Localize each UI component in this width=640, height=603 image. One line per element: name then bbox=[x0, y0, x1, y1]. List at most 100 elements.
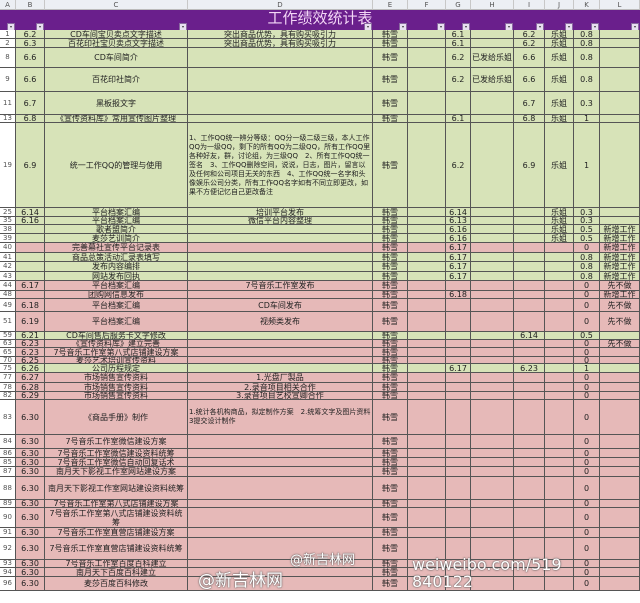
row-number[interactable]: 59 bbox=[0, 332, 16, 340]
cell-e[interactable]: 韩雪 bbox=[373, 208, 408, 217]
cell-g[interactable] bbox=[446, 392, 471, 400]
cell-i[interactable]: 6.2 bbox=[514, 30, 545, 39]
cell-c[interactable]: CD车间宝贝卖点文字描述 bbox=[45, 30, 188, 39]
cell-e[interactable]: 韩雪 bbox=[373, 30, 408, 39]
cell-g[interactable]: 6.1 bbox=[446, 30, 471, 39]
cell-b[interactable]: 6.18 bbox=[16, 299, 45, 312]
cell-e[interactable]: 韩雪 bbox=[373, 357, 408, 364]
cell-c[interactable]: 平台档案汇编 bbox=[45, 281, 188, 291]
cell-k[interactable]: 0.3 bbox=[574, 217, 600, 225]
row-number[interactable]: 13 bbox=[0, 115, 16, 123]
cell-l[interactable] bbox=[600, 68, 640, 92]
cell-h[interactable] bbox=[471, 467, 514, 477]
cell-c[interactable]: 南月天下影视工作室网站建设方案 bbox=[45, 467, 188, 477]
cell-c[interactable]: 7号音乐工作室直营店铺建设资料统筹 bbox=[45, 538, 188, 560]
cell-k[interactable]: 0 bbox=[574, 538, 600, 560]
cell-j[interactable] bbox=[545, 383, 574, 392]
cell-e[interactable]: 韩雪 bbox=[373, 467, 408, 477]
cell-j[interactable] bbox=[545, 364, 574, 373]
cell-g[interactable] bbox=[446, 312, 471, 332]
cell-g[interactable] bbox=[446, 348, 471, 357]
cell-j[interactable] bbox=[545, 373, 574, 383]
cell-d[interactable] bbox=[188, 115, 373, 123]
cell-c[interactable]: 麦莎百度百科修改 bbox=[45, 577, 188, 591]
column-header[interactable]: C bbox=[45, 0, 188, 10]
cell-d[interactable]: 1、工作QQ统一辨分等级：QQ分一级二级三级，本人工作QQ为一级QQ，剩下的所有… bbox=[188, 123, 373, 208]
cell-b[interactable]: 6.9 bbox=[16, 123, 45, 208]
cell-b[interactable] bbox=[16, 243, 45, 253]
cell-e[interactable]: 韩雪 bbox=[373, 243, 408, 253]
cell-i[interactable] bbox=[514, 467, 545, 477]
cell-c[interactable]: CD车间售后服务卡文字修改 bbox=[45, 332, 188, 340]
row-number[interactable]: 39 bbox=[0, 234, 16, 243]
cell-e[interactable]: 韩雪 bbox=[373, 508, 408, 528]
cell-l[interactable] bbox=[600, 500, 640, 508]
cell-c[interactable]: 商品总策活动汇录表填写 bbox=[45, 253, 188, 262]
cell-l[interactable]: 新增工作 bbox=[600, 272, 640, 281]
cell-e[interactable]: 韩雪 bbox=[373, 458, 408, 467]
row-number[interactable]: 63 bbox=[0, 340, 16, 348]
cell-c[interactable]: 歌者盟简介 bbox=[45, 225, 188, 234]
cell-h[interactable] bbox=[471, 208, 514, 217]
cell-l[interactable] bbox=[600, 92, 640, 115]
cell-i[interactable] bbox=[514, 392, 545, 400]
cell-l[interactable] bbox=[600, 560, 640, 568]
cell-g[interactable] bbox=[446, 477, 471, 500]
row-number[interactable]: 75 bbox=[0, 364, 16, 373]
cell-d[interactable] bbox=[188, 48, 373, 68]
cell-g[interactable]: 6.17 bbox=[446, 364, 471, 373]
row-number[interactable]: 78 bbox=[0, 383, 16, 392]
cell-d[interactable] bbox=[188, 528, 373, 538]
cell-i[interactable]: 6.2 bbox=[514, 39, 545, 48]
row-number[interactable]: 38 bbox=[0, 225, 16, 234]
cell-f[interactable] bbox=[408, 225, 446, 234]
cell-f[interactable] bbox=[408, 68, 446, 92]
cell-c[interactable]: 平台档案汇编 bbox=[45, 312, 188, 332]
row-number[interactable]: 19 bbox=[0, 123, 16, 208]
cell-f[interactable] bbox=[408, 272, 446, 281]
cell-j[interactable]: 乐姐 bbox=[545, 234, 574, 243]
row-number[interactable]: 65 bbox=[0, 348, 16, 357]
cell-h[interactable] bbox=[471, 299, 514, 312]
cell-f[interactable] bbox=[408, 234, 446, 243]
cell-b[interactable]: 6.2 bbox=[16, 30, 45, 39]
cell-b[interactable]: 6.25 bbox=[16, 357, 45, 364]
cell-e[interactable]: 韩雪 bbox=[373, 123, 408, 208]
cell-d[interactable] bbox=[188, 225, 373, 234]
cell-h[interactable] bbox=[471, 348, 514, 357]
cell-c[interactable]: 百花印社宝贝卖点文字描述 bbox=[45, 39, 188, 48]
cell-l[interactable] bbox=[600, 208, 640, 217]
cell-b[interactable]: 6.30 bbox=[16, 449, 45, 458]
cell-k[interactable]: 0 bbox=[574, 449, 600, 458]
cell-d[interactable] bbox=[188, 435, 373, 449]
cell-f[interactable] bbox=[408, 253, 446, 262]
cell-f[interactable] bbox=[408, 39, 446, 48]
cell-h[interactable] bbox=[471, 500, 514, 508]
cell-l[interactable]: 新增工作 bbox=[600, 243, 640, 253]
cell-c[interactable]: 平台档案汇编 bbox=[45, 208, 188, 217]
cell-i[interactable] bbox=[514, 458, 545, 467]
cell-d[interactable] bbox=[188, 262, 373, 272]
row-number[interactable]: 41 bbox=[0, 253, 16, 262]
cell-j[interactable]: 乐姐 bbox=[545, 225, 574, 234]
cell-f[interactable] bbox=[408, 208, 446, 217]
cell-h[interactable] bbox=[471, 508, 514, 528]
cell-k[interactable]: 0 bbox=[574, 400, 600, 435]
cell-b[interactable] bbox=[16, 234, 45, 243]
cell-k[interactable]: 0 bbox=[574, 299, 600, 312]
cell-e[interactable]: 韩雪 bbox=[373, 538, 408, 560]
cell-i[interactable] bbox=[514, 243, 545, 253]
row-number[interactable]: 84 bbox=[0, 435, 16, 449]
cell-d[interactable] bbox=[188, 467, 373, 477]
column-header[interactable]: F bbox=[408, 0, 446, 10]
cell-d[interactable] bbox=[188, 291, 373, 299]
cell-b[interactable]: 6.3 bbox=[16, 39, 45, 48]
row-number[interactable]: 51 bbox=[0, 312, 16, 332]
cell-e[interactable]: 韩雪 bbox=[373, 340, 408, 348]
cell-c[interactable]: 7号音乐工作室直营店铺建设方案 bbox=[45, 528, 188, 538]
cell-i[interactable] bbox=[514, 357, 545, 364]
cell-k[interactable]: 0 bbox=[574, 243, 600, 253]
cell-l[interactable] bbox=[600, 332, 640, 340]
cell-j[interactable] bbox=[545, 449, 574, 458]
cell-b[interactable] bbox=[16, 262, 45, 272]
